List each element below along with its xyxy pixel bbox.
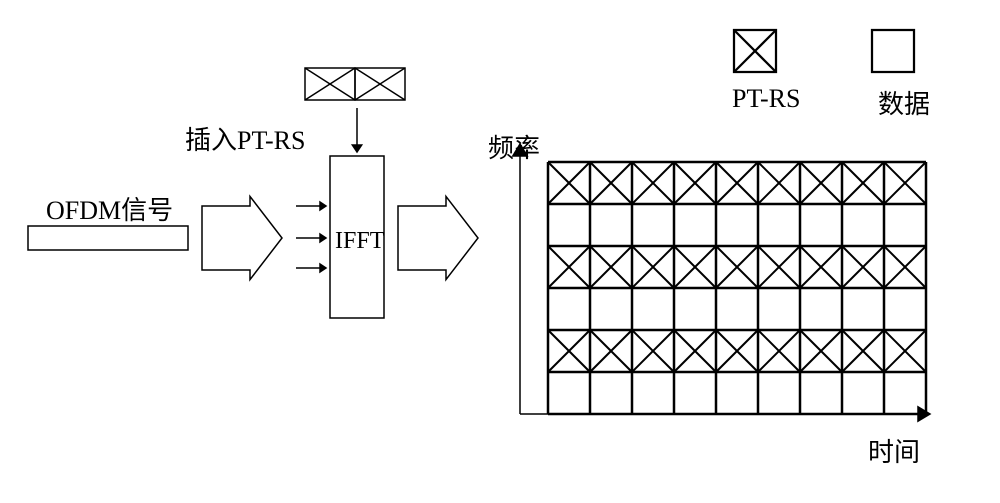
legend-data-label: 数据 <box>878 84 930 121</box>
diagram-svg <box>0 0 1000 503</box>
diagram-stage: OFDM信号 插入PT-RS IFFT 频率 时间 PT-RS 数据 <box>0 0 1000 503</box>
freq-axis-label: 频率 <box>488 128 540 165</box>
ofdm-label: OFDM信号 <box>46 190 173 227</box>
ifft-label: IFFT <box>335 228 384 255</box>
time-axis-label: 时间 <box>868 432 920 469</box>
legend-ptrs-label: PT-RS <box>732 84 800 114</box>
insert-ptrs-label: 插入PT-RS <box>185 120 305 157</box>
